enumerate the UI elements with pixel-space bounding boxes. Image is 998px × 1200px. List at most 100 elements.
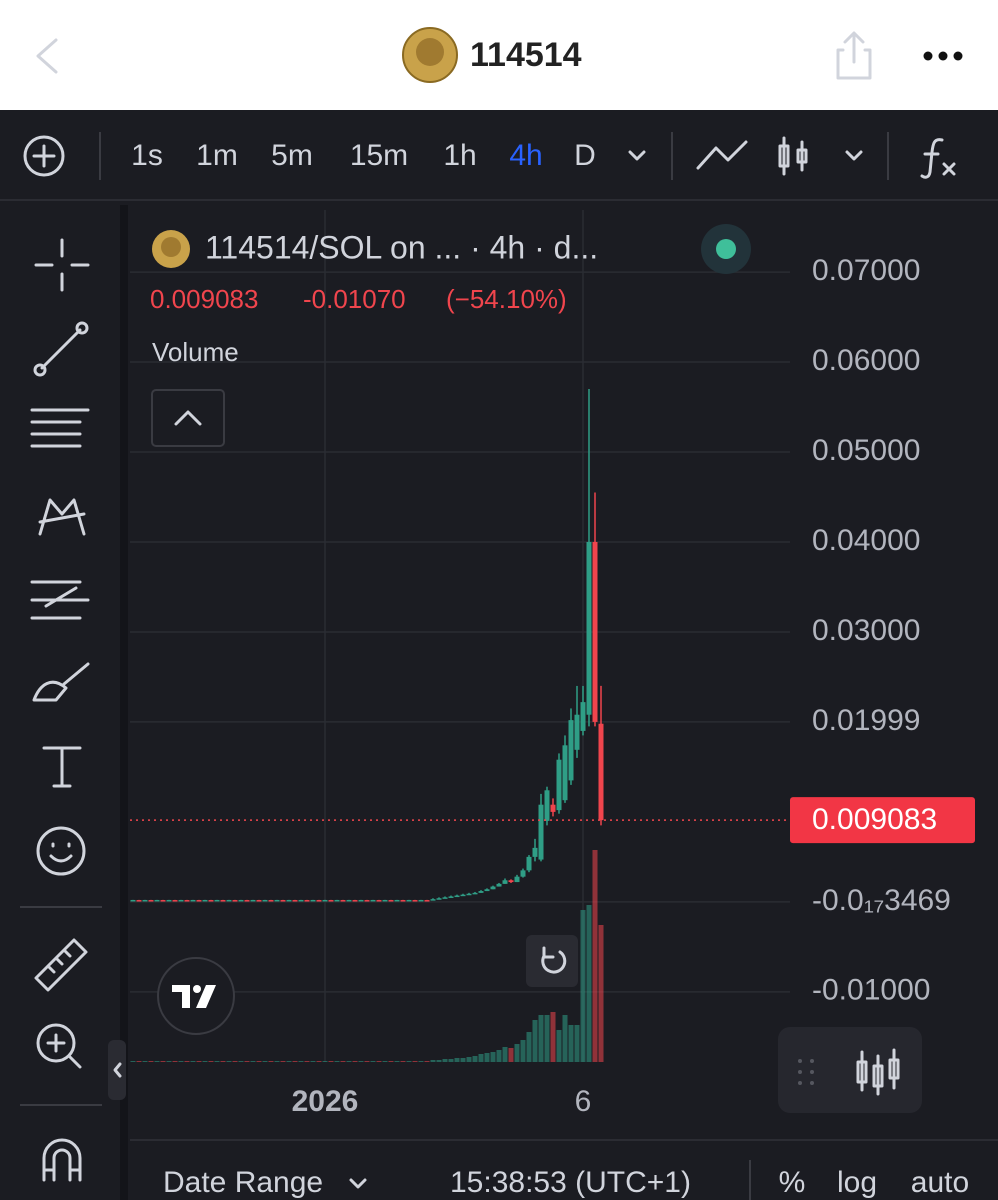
scale-option[interactable]: %: [779, 1166, 806, 1199]
legend-avatar-face: [161, 237, 181, 257]
projection-tool[interactable]: [30, 580, 90, 620]
volume-bar: [238, 1061, 244, 1062]
indicators-button[interactable]: [920, 138, 956, 179]
more-dot[interactable]: [938, 51, 948, 61]
drag-dot: [810, 1059, 814, 1063]
candle-body: [472, 892, 478, 895]
volume-bar: [346, 1061, 352, 1062]
volume-bar: [580, 910, 586, 1062]
volume-bar: [562, 1015, 568, 1062]
volume-bar: [214, 1061, 220, 1062]
text-tool[interactable]: [42, 746, 82, 788]
volume-bar: [196, 1061, 202, 1062]
volume-bar: [250, 1061, 256, 1062]
date-range-button[interactable]: Date Range: [163, 1166, 323, 1199]
interval-button[interactable]: 15m: [350, 139, 408, 172]
candle-body: [172, 900, 178, 902]
candle-body: [160, 900, 166, 902]
volume-bar: [202, 1061, 208, 1062]
last-price-tag: [790, 797, 975, 844]
legend-collapse[interactable]: [151, 389, 225, 447]
volume-bar: [532, 1020, 538, 1062]
candle-body: [166, 899, 172, 902]
volume-bar: [556, 1030, 562, 1062]
ruler-tool[interactable]: [34, 938, 88, 992]
zoom-plus[interactable]: [46, 1033, 82, 1069]
volume-bar: [466, 1057, 472, 1062]
legend-collapse-chevron[interactable]: [174, 410, 202, 426]
add-plus[interactable]: [32, 144, 56, 168]
brush-tool[interactable]: [32, 662, 90, 702]
reset-button[interactable]: [526, 935, 578, 987]
collapse-chevron[interactable]: [113, 1062, 122, 1078]
crosshair-tool[interactable]: [34, 238, 90, 292]
sidebar-collapse[interactable]: [108, 1040, 126, 1100]
tradingview-logo[interactable]: [157, 957, 235, 1035]
candle-body: [412, 900, 418, 902]
interval-button[interactable]: 4h: [509, 139, 542, 172]
volume-bar: [496, 1050, 502, 1062]
volume-bar: [178, 1061, 184, 1062]
reset-icon[interactable]: [541, 946, 567, 974]
volume-bar: [412, 1061, 418, 1062]
candle-body: [310, 899, 316, 902]
interval-button[interactable]: 5m: [271, 139, 313, 172]
interval-dropdown[interactable]: [628, 150, 646, 161]
interval-button[interactable]: 1s: [131, 139, 163, 172]
volume-bar: [436, 1060, 442, 1062]
candle-body: [226, 899, 232, 902]
volume-bar: [292, 1061, 298, 1062]
emoji-tool[interactable]: [36, 826, 86, 876]
emoji-smile[interactable]: [49, 842, 73, 863]
y-tick-label: 0.01999: [812, 704, 920, 737]
interval-button[interactable]: 1h: [443, 139, 476, 172]
candle-body: [232, 900, 238, 902]
scale-option[interactable]: log: [837, 1166, 877, 1199]
candle-body: [562, 745, 568, 801]
volume-bar: [406, 1061, 412, 1062]
candle-body: [130, 899, 136, 902]
candle-body: [274, 899, 280, 902]
volume-bar: [454, 1058, 460, 1062]
volume-bar: [598, 925, 604, 1062]
candle-body: [334, 899, 340, 902]
candle-body: [418, 899, 424, 902]
add-button[interactable]: [23, 135, 65, 177]
candle-body: [208, 900, 214, 902]
interval-button[interactable]: 1m: [196, 139, 238, 172]
volume-bar: [154, 1061, 160, 1062]
volume-bar: [172, 1061, 178, 1062]
candle-body: [376, 900, 382, 902]
candle-body: [550, 804, 556, 812]
volume-bar: [574, 1025, 580, 1062]
candle-body: [526, 856, 532, 871]
pattern-tool[interactable]: [38, 498, 86, 536]
more-dot[interactable]: [953, 51, 963, 61]
line-chart-button[interactable]: [696, 140, 748, 170]
zoom-tool[interactable]: [36, 1023, 76, 1063]
date-range-chevron[interactable]: [349, 1178, 367, 1189]
token-avatar-face: [416, 38, 444, 66]
volume-bar: [352, 1061, 358, 1062]
candle-body: [358, 899, 364, 902]
candles-widget-icon[interactable]: [856, 1048, 900, 1096]
drag-dot: [798, 1070, 802, 1074]
x-tick-label: 2026: [292, 1085, 359, 1118]
volume-bar: [394, 1061, 400, 1062]
interval-button[interactable]: D: [574, 139, 596, 172]
trendline-tool[interactable]: [40, 328, 82, 370]
more-dot[interactable]: [923, 51, 933, 61]
magnet-tool[interactable]: [42, 1138, 82, 1182]
candle-chart-button[interactable]: [778, 136, 808, 176]
back-button[interactable]: [36, 38, 58, 74]
candle-body: [268, 900, 274, 902]
candle-body: [238, 899, 244, 902]
fib-tool[interactable]: [30, 408, 90, 448]
chart-widget[interactable]: [778, 1027, 922, 1113]
scale-option[interactable]: auto: [911, 1166, 969, 1199]
share-button[interactable]: [836, 31, 872, 80]
volume-bar: [568, 1025, 574, 1062]
chart-type-dropdown[interactable]: [845, 150, 863, 161]
candle-body: [568, 720, 574, 781]
volume-bar: [472, 1056, 478, 1062]
